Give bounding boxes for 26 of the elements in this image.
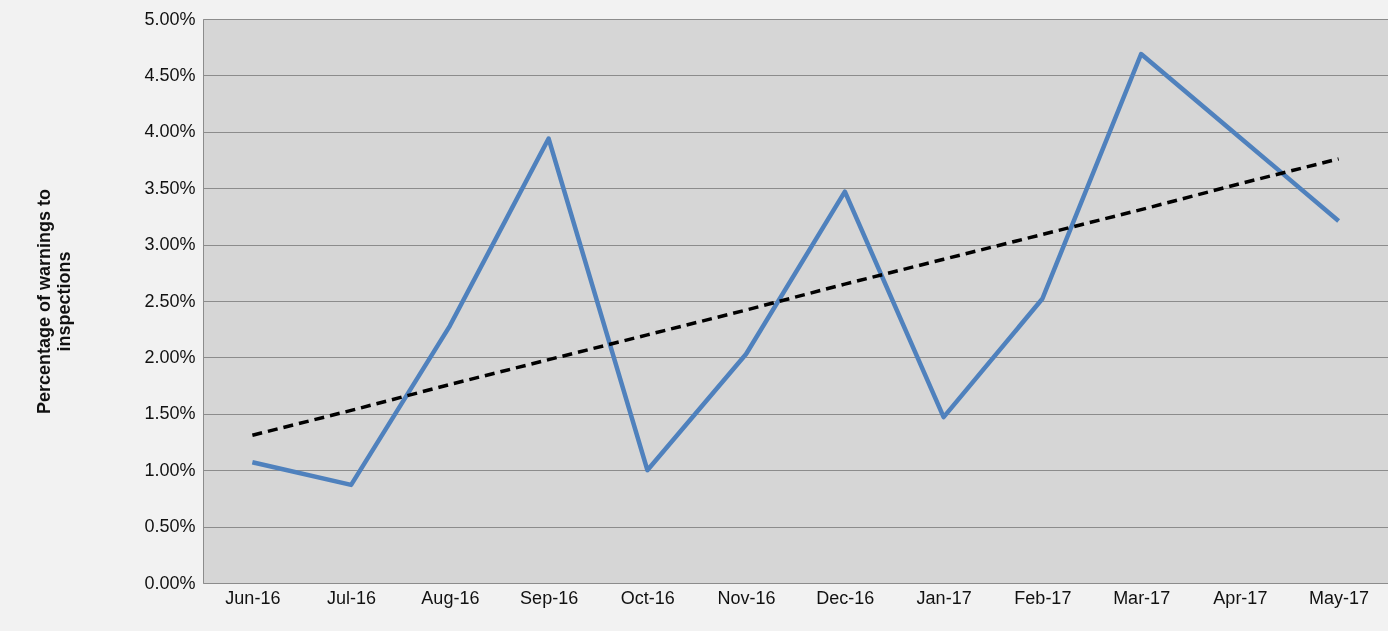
x-tick-label: Jun-16 [225, 587, 281, 608]
y-axis-title: Percentage of warnings to inspections [34, 188, 75, 415]
x-tick-label: Aug-16 [421, 587, 480, 608]
x-tick-label: May-17 [1309, 587, 1370, 608]
y-tick-label: 1.00% [144, 459, 196, 480]
x-tick-label: Sep-16 [520, 587, 579, 608]
x-tick-label: Feb-17 [1014, 587, 1072, 608]
x-tick-label: Nov-16 [717, 587, 776, 608]
line-series [250, 157, 1341, 437]
y-tick-label: 0.50% [144, 516, 196, 537]
y-tick-label: 2.50% [144, 290, 196, 311]
x-tick-label: Mar-17 [1113, 587, 1171, 608]
y-tick-label: 1.50% [144, 403, 196, 424]
y-tick-label: 2.00% [144, 346, 196, 367]
x-tick-label: Oct-16 [620, 587, 675, 608]
y-tick-label: 3.50% [144, 177, 196, 198]
y-tick-label: 4.00% [144, 121, 196, 142]
x-tick-label: Apr-17 [1213, 587, 1268, 608]
y-tick-label: 0.00% [144, 572, 196, 593]
line-series [250, 51, 1341, 488]
x-tick-label: Dec-16 [816, 587, 875, 608]
y-tick-label: 3.00% [144, 234, 196, 255]
x-tick-label: Jan-17 [916, 587, 972, 608]
y-tick-label: 5.00% [144, 8, 196, 29]
x-tick-label: Jul-16 [327, 587, 377, 608]
y-tick-label: 4.50% [144, 64, 196, 85]
